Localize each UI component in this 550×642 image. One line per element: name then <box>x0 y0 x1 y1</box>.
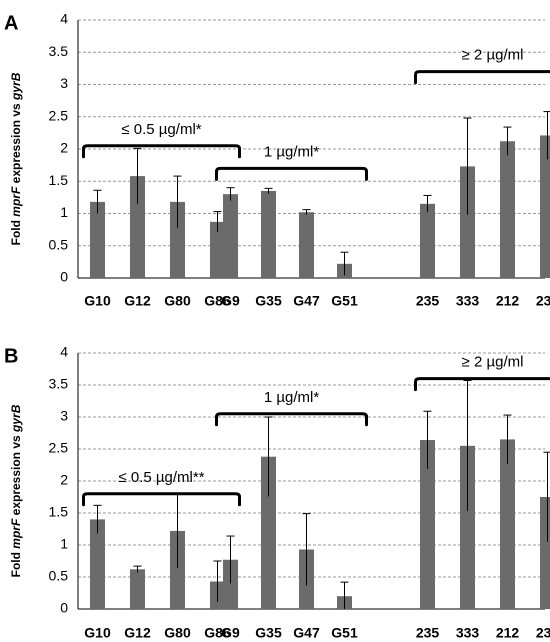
x-tick-label: G12 <box>124 625 151 641</box>
y-tick-label: 4 <box>60 11 68 27</box>
bar <box>223 559 238 609</box>
bar <box>170 530 185 609</box>
bar <box>420 203 435 278</box>
bar <box>130 569 145 609</box>
bar <box>90 201 105 278</box>
y-axis-label-part: gyrB <box>9 72 23 101</box>
x-tick-label: G86 <box>204 293 231 309</box>
bar <box>500 141 515 278</box>
y-tick-label: 0.5 <box>49 568 69 584</box>
y-tick-label: 2 <box>60 472 68 488</box>
bar <box>90 519 105 609</box>
y-tick-label: 3 <box>60 75 68 91</box>
panel-label: A <box>4 12 18 34</box>
bar <box>500 439 515 609</box>
x-tick-label: G80 <box>164 293 191 309</box>
x-tick-label: G35 <box>255 293 282 309</box>
y-axis-label-part: mprF <box>9 186 23 217</box>
y-axis-label-part: mprF <box>9 518 23 549</box>
panel-label: B <box>4 345 18 367</box>
y-tick-label: 1.5 <box>49 172 69 188</box>
bar <box>261 190 276 278</box>
x-tick-label: 212 <box>496 625 520 641</box>
group-bracket <box>215 166 368 181</box>
y-axis-label-part: gyrB <box>9 404 23 433</box>
group-bracket <box>414 377 550 392</box>
x-tick-label: G80 <box>164 625 191 641</box>
y-tick-label: 3.5 <box>49 376 69 392</box>
bar <box>540 497 550 609</box>
chart-panel-a: A 0 0.5 1 1.5 2 2.5 3 3.5 4 Fold mprF expression v… <box>4 11 550 309</box>
x-tick-label: G35 <box>255 625 282 641</box>
y-axis-label-part: Fold <box>9 217 23 246</box>
group-bracket <box>82 144 241 159</box>
x-tick-label: G9 <box>221 293 240 309</box>
group-label: ≥ 2 µg/ml <box>462 354 524 371</box>
x-tick-label: G51 <box>331 293 358 309</box>
y-axis-label-part: Fold <box>9 549 23 578</box>
y-tick-label: 1 <box>60 204 68 220</box>
group-label: ≥ 2 µg/ml <box>462 47 524 64</box>
y-tick-label: 2 <box>60 140 68 156</box>
x-tick-label: G47 <box>293 293 320 309</box>
group-label: 1 µg/ml* <box>264 389 319 406</box>
bar <box>540 135 550 278</box>
bar <box>460 166 475 278</box>
bar <box>420 440 435 609</box>
y-tick-label: 2.5 <box>49 107 69 123</box>
y-axis-label-part: expression vs <box>9 432 23 519</box>
bar <box>223 194 238 278</box>
y-tick-label: 3 <box>60 408 68 424</box>
x-tick-label: G12 <box>124 293 151 309</box>
group-label: ≤ 0.5 µg/ml* <box>121 121 201 138</box>
x-tick-label: G47 <box>293 625 320 641</box>
x-tick-label: 234 <box>536 293 550 309</box>
y-tick-label: 2.5 <box>49 440 69 456</box>
y-axis-label-part: expression vs <box>9 100 23 187</box>
x-tick-label: 234 <box>536 625 550 641</box>
y-tick-label: 0.5 <box>49 236 69 252</box>
x-tick-label: G9 <box>221 625 240 641</box>
bar <box>460 445 475 609</box>
group-bracket <box>414 70 550 85</box>
x-tick-label: 333 <box>456 625 480 641</box>
y-tick-label: 0 <box>60 269 68 285</box>
chart-panel-b: B 0 0.5 1 1.5 2 2.5 3 3.5 4 Fold mprF expression v… <box>4 344 550 641</box>
x-tick-label: 333 <box>456 293 480 309</box>
y-axis-label: Fold mprF expression vs gyrB <box>9 72 23 245</box>
group-bracket <box>215 412 368 427</box>
y-tick-label: 1.5 <box>49 504 69 520</box>
x-tick-label: 212 <box>496 293 520 309</box>
bar <box>299 212 314 278</box>
y-tick-label: 0 <box>60 600 68 616</box>
x-tick-label: G86 <box>204 625 231 641</box>
group-label: ≤ 0.5 µg/ml** <box>118 469 204 486</box>
bar <box>261 456 276 609</box>
x-tick-label: G10 <box>84 293 111 309</box>
y-tick-label: 4 <box>60 344 68 360</box>
bar <box>130 176 145 278</box>
x-tick-label: G51 <box>331 625 358 641</box>
bar <box>170 201 185 278</box>
x-tick-label: G10 <box>84 625 111 641</box>
x-tick-label: 235 <box>416 625 440 641</box>
y-axis-label: Fold mprF expression vs gyrB <box>9 404 23 577</box>
x-tick-label: 235 <box>416 293 440 309</box>
group-bracket <box>82 492 241 507</box>
y-tick-label: 3.5 <box>49 43 69 59</box>
bar <box>210 221 225 278</box>
y-tick-label: 1 <box>60 536 68 552</box>
group-label: 1 µg/ml* <box>264 143 319 160</box>
